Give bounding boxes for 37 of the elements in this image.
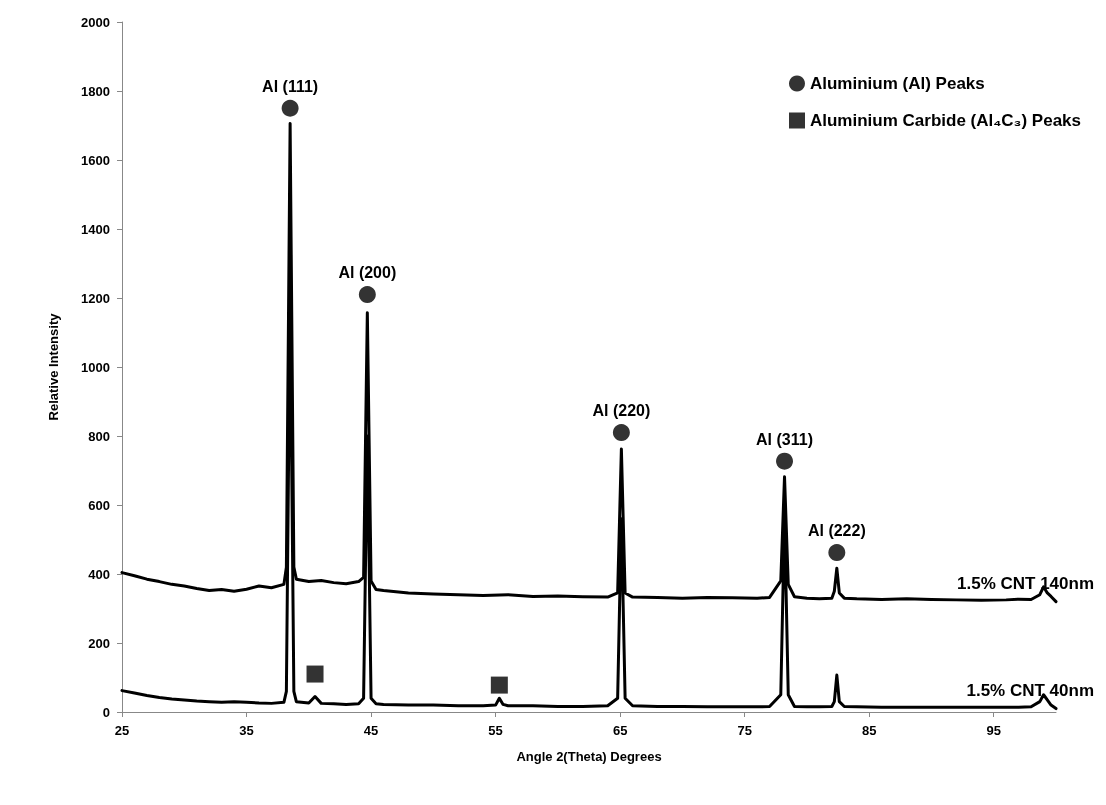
- y-axis-title: Relative Intensity: [46, 312, 61, 421]
- x-tick-label: 45: [363, 723, 379, 738]
- x-tick-label: 65: [612, 723, 628, 738]
- point: [306, 665, 324, 683]
- y-tick-label: 1400: [81, 221, 110, 237]
- annotation: Al (222): [807, 522, 866, 540]
- y-tick-label: 800: [88, 428, 110, 444]
- point: [612, 424, 630, 442]
- point: [776, 452, 794, 470]
- x-tick-label: 75: [737, 723, 752, 738]
- legend-label: Aluminium (Al) Peaks: [809, 74, 985, 93]
- y-tick-label: 1000: [81, 359, 110, 375]
- annotation: Al (220): [592, 402, 651, 420]
- y-tick-label: 1200: [81, 290, 110, 306]
- y-tick-label: 1800: [81, 83, 110, 99]
- y-tick-label: 1600: [81, 152, 110, 168]
- point: [490, 676, 508, 694]
- series-label: 1.5% CNT 40nm: [966, 680, 1094, 700]
- point: [828, 544, 846, 562]
- annotation: Al (111): [262, 77, 319, 95]
- y-tick-label: 0: [102, 704, 110, 720]
- x-tick-label: 95: [986, 723, 1001, 738]
- legend-label: Aluminium Carbide (Al₄C₃) Peaks: [809, 111, 1081, 130]
- x-tick-label: 85: [861, 723, 877, 738]
- x-tick-label: 55: [488, 723, 503, 738]
- annotation: Al (311): [756, 430, 813, 448]
- point: [281, 99, 299, 117]
- x-tick-label: 25: [114, 723, 130, 738]
- x-axis-title: Angle 2(Theta) Degrees: [516, 749, 662, 764]
- annotation: Al (200): [338, 264, 397, 282]
- point: [358, 286, 376, 304]
- y-tick-label: 2000: [81, 14, 110, 30]
- x-tick-label: 35: [239, 723, 254, 738]
- y-tick-label: 600: [88, 497, 110, 513]
- y-tick-label: 400: [88, 566, 110, 582]
- series-label: 1.5% CNT 140nm: [957, 573, 1094, 593]
- y-tick-label: 200: [88, 635, 110, 651]
